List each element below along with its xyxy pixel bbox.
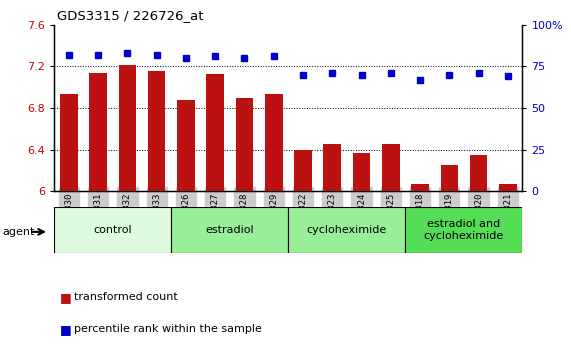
Bar: [294, 149, 312, 191]
Bar: [288, 207, 405, 253]
Text: ■: ■: [60, 291, 72, 304]
Bar: [323, 144, 341, 191]
Bar: [177, 99, 195, 191]
Bar: [119, 65, 136, 191]
Bar: [265, 95, 283, 191]
Bar: [499, 184, 517, 191]
Text: transformed count: transformed count: [74, 292, 178, 302]
Text: ■: ■: [60, 323, 72, 336]
Text: estradiol and
cycloheximide: estradiol and cycloheximide: [424, 219, 504, 241]
Bar: [207, 74, 224, 191]
Text: percentile rank within the sample: percentile rank within the sample: [74, 324, 262, 334]
Bar: [89, 73, 107, 191]
Bar: [405, 207, 522, 253]
Bar: [411, 184, 429, 191]
Text: agent: agent: [3, 227, 35, 237]
Bar: [171, 207, 288, 253]
Bar: [236, 98, 254, 191]
Text: control: control: [94, 225, 132, 235]
Text: estradiol: estradiol: [206, 225, 254, 235]
Text: cycloheximide: cycloheximide: [307, 225, 387, 235]
Bar: [148, 70, 166, 191]
Bar: [353, 153, 370, 191]
Text: GDS3315 / 226726_at: GDS3315 / 226726_at: [57, 9, 204, 22]
Bar: [54, 207, 171, 253]
Bar: [441, 165, 458, 191]
Bar: [60, 95, 78, 191]
Bar: [470, 155, 488, 191]
Bar: [382, 144, 400, 191]
